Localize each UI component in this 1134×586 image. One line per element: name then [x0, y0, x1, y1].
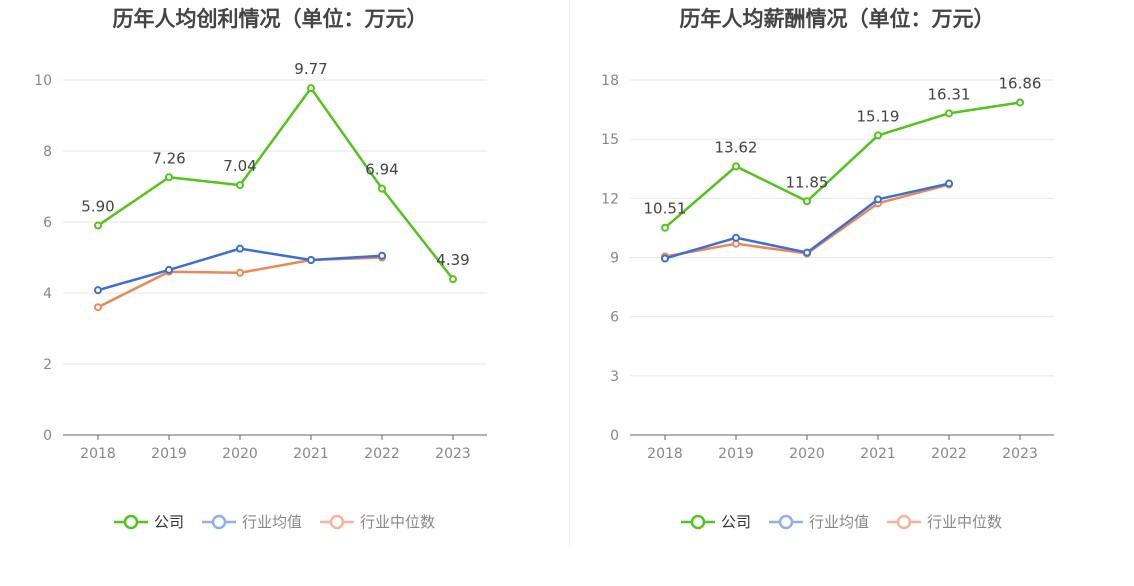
data-point-company	[94, 221, 102, 230]
data-point-industry-median	[236, 268, 244, 277]
data-point-company	[874, 131, 882, 140]
data-label: 6.94	[365, 161, 398, 179]
x-tick-label: 2019	[151, 446, 187, 462]
data-point-industry-avg	[661, 254, 669, 263]
data-label: 10.51	[644, 200, 687, 218]
legend-label: 公司	[721, 513, 751, 531]
profit-per-capita-svg: 历年人均创利情况（单位：万元） 0 2 4 6 8 10 2018 2019 2020 2021 20…	[34, 7, 487, 531]
legend-label: 行业中位数	[927, 513, 1002, 531]
x-tick-label: 2020	[789, 446, 825, 462]
y-tick-label: 12	[601, 191, 619, 207]
y-tick-label: 6	[610, 310, 619, 326]
data-point-industry-median	[94, 303, 102, 312]
x-tick-label: 2022	[931, 446, 967, 462]
data-point-company	[307, 84, 315, 93]
y-tick-label: 15	[601, 132, 619, 148]
legend-item-industry-median: 行业中位数	[320, 513, 435, 531]
data-point-company	[165, 173, 173, 182]
legend-label: 公司	[154, 513, 184, 531]
data-label: 4.39	[436, 251, 469, 269]
legend-marker	[778, 514, 794, 530]
legend-item-company: 公司	[681, 513, 751, 531]
x-tick-label: 2022	[364, 446, 400, 462]
legend-marker	[123, 514, 139, 530]
data-point-company	[803, 197, 811, 206]
data-point-industry-avg	[94, 286, 102, 295]
data-point-company	[661, 223, 669, 232]
salary-per-capita-svg: 历年人均薪酬情况（单位：万元） 0 3 6 9 12 15 18 2018 2019 2020 202…	[601, 7, 1054, 531]
x-tick-label: 2020	[222, 446, 258, 462]
x-tick-label: 2019	[718, 446, 754, 462]
chart-title: 历年人均创利情况（单位：万元）	[113, 7, 428, 31]
legend-marker	[211, 514, 227, 530]
x-tick-label: 2021	[860, 446, 896, 462]
x-tick-label: 2023	[1002, 446, 1038, 462]
legend-item-industry-median: 行业中位数	[887, 513, 1002, 531]
data-point-industry-avg	[874, 195, 882, 204]
y-tick-label: 0	[43, 428, 52, 444]
x-tick-label: 2018	[80, 446, 116, 462]
data-label: 13.62	[715, 138, 758, 156]
y-tick-label: 10	[34, 73, 52, 89]
data-label: 16.31	[928, 85, 971, 103]
x-tick-label: 2023	[435, 446, 471, 462]
y-tick-label: 4	[43, 286, 52, 302]
y-tick-label: 0	[610, 428, 619, 444]
data-point-company	[378, 184, 386, 193]
legend-marker	[329, 514, 345, 530]
data-label: 16.86	[999, 74, 1042, 92]
y-tick-label: 6	[43, 215, 52, 231]
data-point-industry-avg	[732, 233, 740, 242]
x-tick-label: 2018	[647, 446, 683, 462]
data-label: 5.90	[81, 198, 114, 216]
series-line-company	[97, 86, 454, 280]
y-tick-label: 18	[601, 73, 619, 89]
profit-per-capita-chart: 历年人均创利情况（单位：万元） 0 2 4 6 8 10 2018 2019 2020 2021 20…	[0, 0, 567, 582]
y-tick-label: 3	[610, 369, 619, 385]
data-label: 7.26	[152, 149, 185, 167]
data-point-industry-avg	[236, 244, 244, 253]
x-tick-label: 2021	[293, 446, 329, 462]
data-point-industry-avg	[307, 255, 315, 264]
y-tick-label: 2	[43, 357, 52, 373]
legend-label: 行业中位数	[360, 513, 435, 531]
chart-title: 历年人均薪酬情况（单位：万元）	[680, 7, 995, 31]
legend-marker	[690, 514, 706, 530]
legend-label: 行业均值	[809, 513, 869, 531]
data-point-company	[449, 275, 457, 284]
data-point-company	[945, 109, 953, 118]
data-point-company	[1016, 98, 1024, 107]
legend-item-industry-avg: 行业均值	[769, 513, 869, 531]
data-label: 9.77	[294, 60, 327, 78]
data-point-industry-avg	[378, 251, 386, 260]
data-point-industry-avg	[945, 179, 953, 188]
legend-label: 行业均值	[242, 513, 302, 531]
salary-per-capita-chart: 历年人均薪酬情况（单位：万元） 0 3 6 9 12 15 18 2018 2019 2020 202…	[567, 0, 1134, 582]
data-point-company	[732, 162, 740, 171]
series-line-industry-median	[97, 256, 383, 309]
y-tick-label: 9	[610, 251, 619, 267]
data-point-industry-avg	[803, 248, 811, 257]
legend-marker	[896, 514, 912, 530]
y-tick-label: 8	[43, 144, 52, 160]
legend-item-company: 公司	[114, 513, 184, 531]
legend-item-industry-avg: 行业均值	[202, 513, 302, 531]
data-label: 11.85	[786, 173, 829, 191]
data-label: 7.04	[223, 157, 256, 175]
data-point-company	[236, 181, 244, 190]
data-label: 15.19	[857, 107, 900, 125]
series-line-company	[664, 101, 1021, 229]
panel-divider	[569, 0, 570, 545]
data-point-industry-avg	[165, 265, 173, 274]
